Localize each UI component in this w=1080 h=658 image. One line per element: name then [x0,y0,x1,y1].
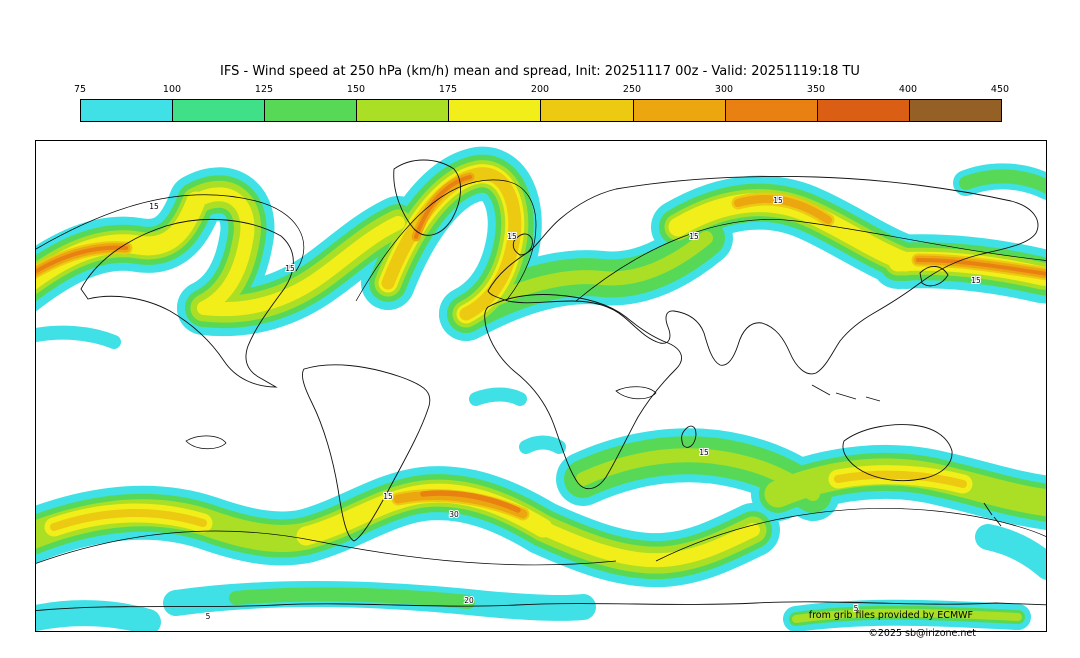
spread-contour-label: 15 [689,232,699,241]
colorbar-segment [908,100,1001,121]
spread-contours [36,179,1046,566]
spread-contour-label: 5 [206,612,211,621]
spread-contour-label: 20 [464,596,474,605]
colorbar-segment [724,100,817,121]
colorbar-tick: 150 [346,84,366,95]
attribution-copyright: ©2025 sb@irizone.net [868,628,976,639]
colorbar [80,99,1002,122]
map-canvas: 15 15 15 15 15 15 30 15 15 20 5 5 [36,141,1046,631]
colorbar-tick: 125 [254,84,274,95]
colorbar-tick: 75 [73,84,87,95]
colorbar-tick: 450 [990,84,1010,95]
colorbar-segment [540,100,633,121]
colorbar-tick: 100 [162,84,182,95]
coastlines [36,159,1046,612]
colorbar-segment [816,100,909,121]
spread-contour-labels: 15 15 15 15 15 15 30 15 15 20 5 5 [148,195,982,622]
colorbar-tick: 175 [438,84,458,95]
colorbar-segment [632,100,725,121]
spread-contour-label: 30 [449,510,459,519]
spread-contour-label: 15 [699,448,709,457]
spread-contour-label: 15 [149,202,159,211]
spread-contour-label: 15 [971,276,981,285]
spread-contour-label: 15 [773,196,783,205]
colorbar-segment [81,100,173,121]
colorbar-segment [448,100,541,121]
wind-speed-contours [36,174,1046,622]
colorbar-segment [172,100,265,121]
attribution-source: from grib files provided by ECMWF [808,610,973,621]
colorbar-tick: 300 [714,84,734,95]
colorbar-tick: 200 [530,84,550,95]
colorbar-tick: 350 [806,84,826,95]
spread-contour-label: 5 [854,604,859,613]
colorbar-segment [264,100,357,121]
colorbar-tick: 400 [898,84,918,95]
colorbar-tick: 250 [622,84,642,95]
colorbar-segment [356,100,449,121]
world-map: 15 15 15 15 15 15 30 15 15 20 5 5 from g… [35,140,1047,639]
chart-title: IFS - Wind speed at 250 hPa (km/h) mean … [220,64,860,79]
spread-contour-label: 15 [285,264,295,273]
spread-contour-label: 15 [383,492,393,501]
spread-contour-label: 15 [507,232,517,241]
